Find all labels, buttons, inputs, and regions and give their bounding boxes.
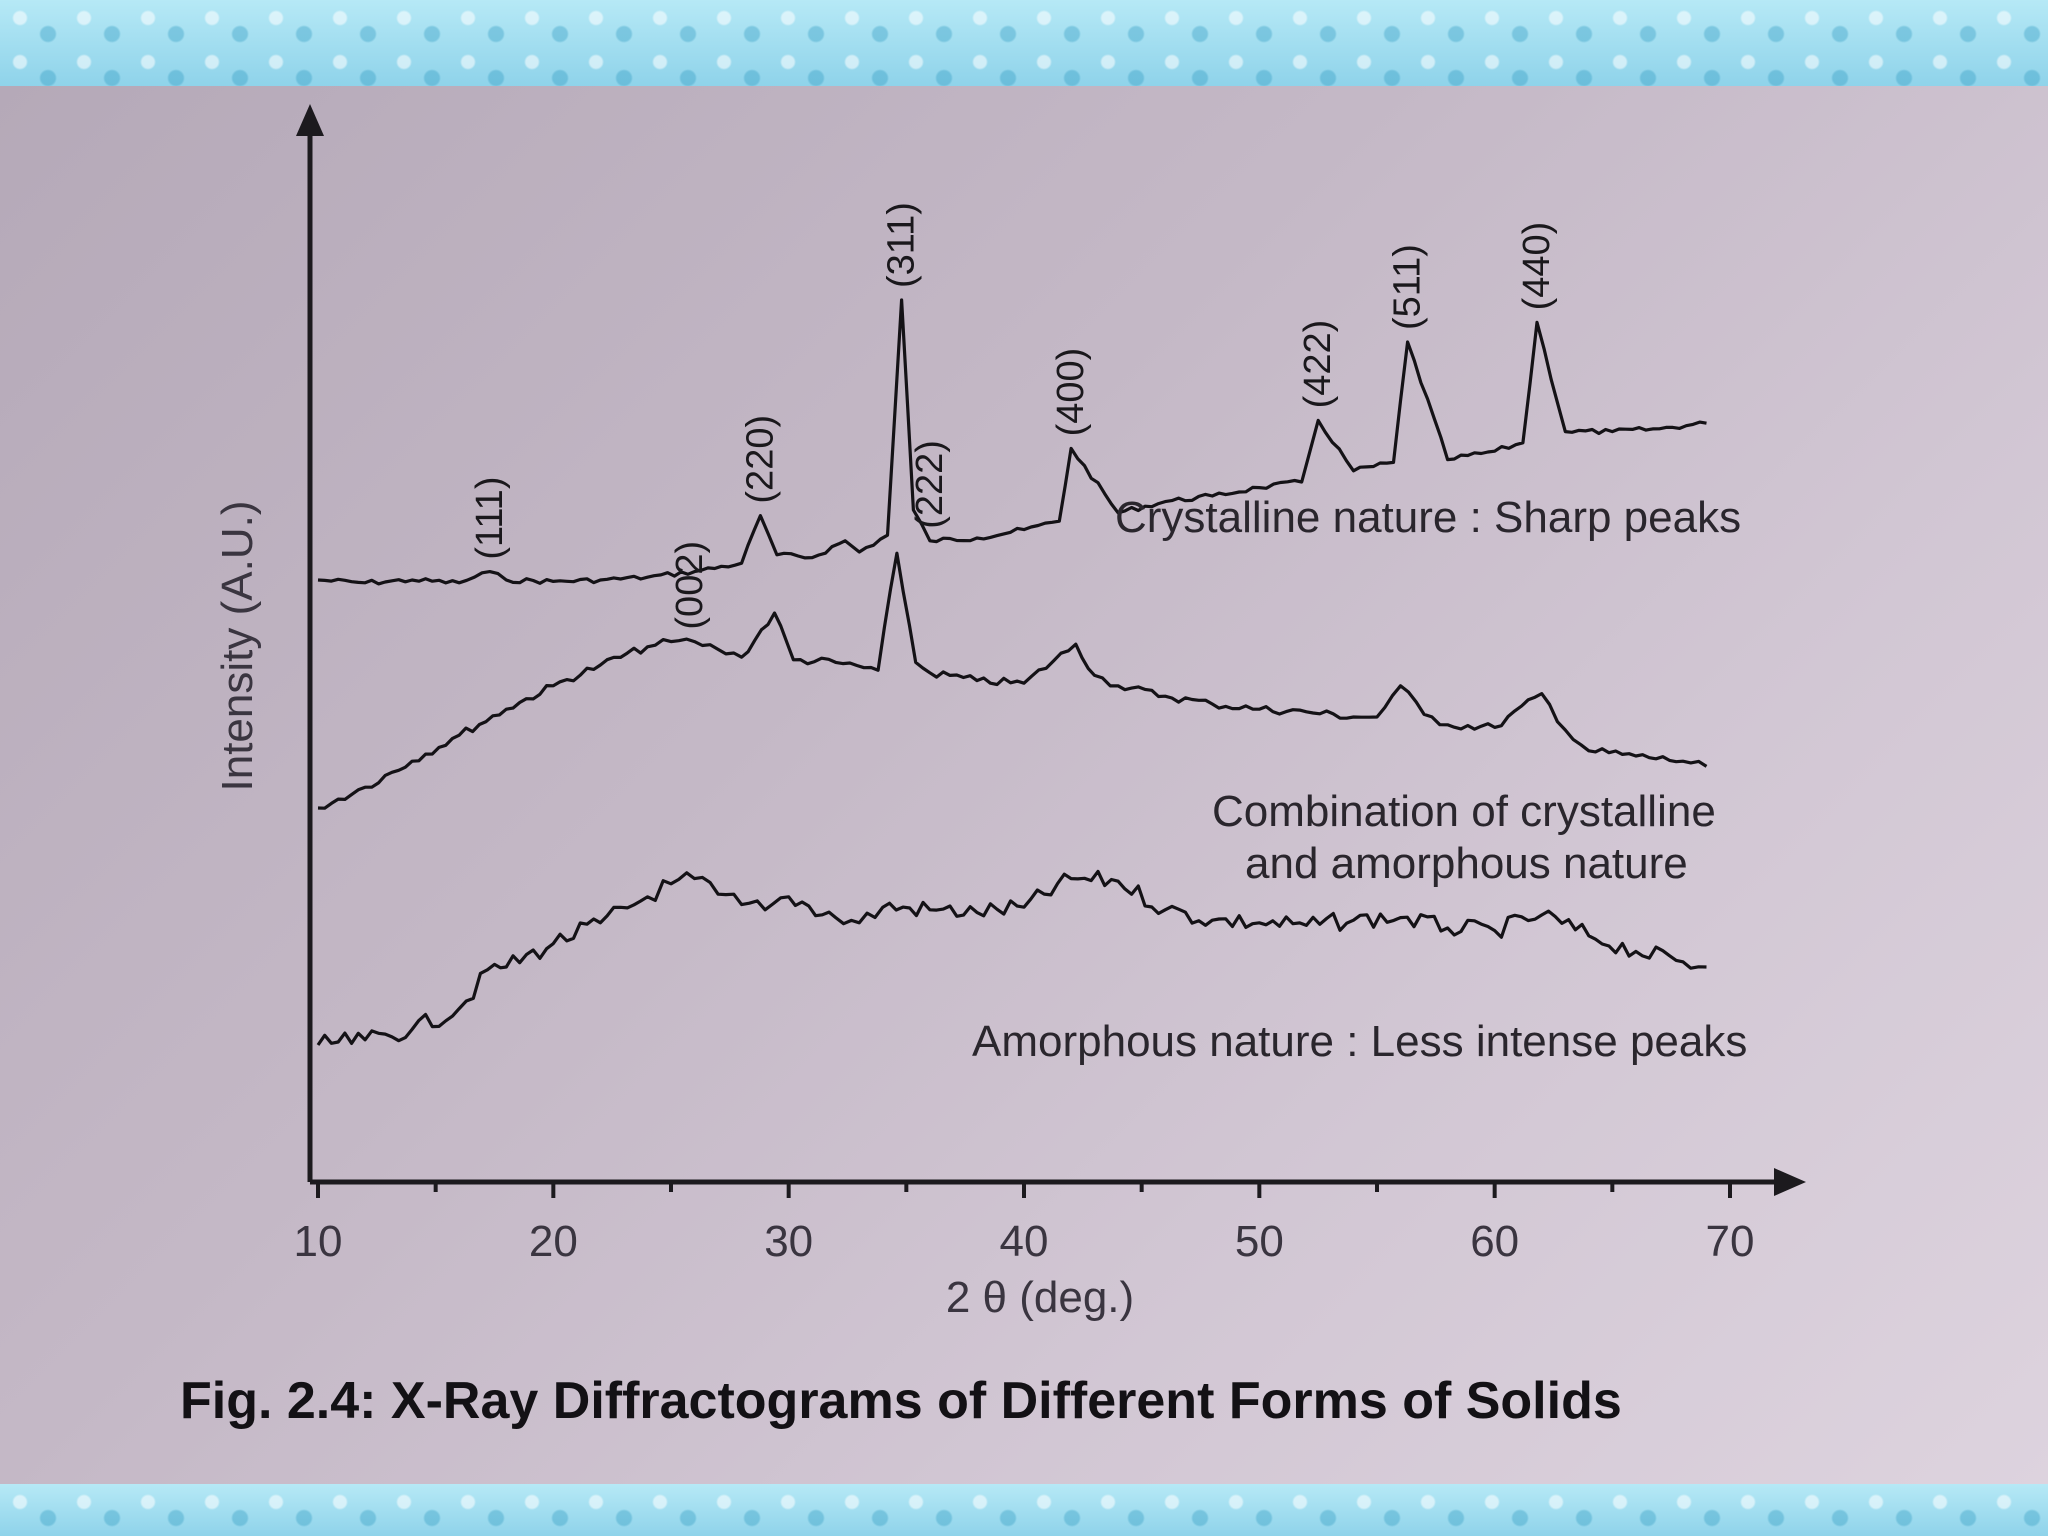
- x-tick-label: 20: [529, 1217, 578, 1266]
- x-axis-ticks: [316, 1182, 1732, 1198]
- x-axis-arrowhead: [1774, 1168, 1806, 1196]
- annotation-combination-line-1: Combination of crystalline: [1212, 787, 1716, 836]
- peak-label: (311): [881, 202, 923, 288]
- diffractogram-traces: [316, 298, 1708, 1046]
- x-tick-label: 30: [764, 1217, 813, 1266]
- annotation-combination-line-2: and amorphous nature: [1245, 839, 1688, 888]
- x-tick-label: 10: [294, 1217, 343, 1266]
- x-tick-label: 40: [1000, 1217, 1049, 1266]
- x-tick-label: 70: [1706, 1217, 1755, 1266]
- y-axis-arrowhead: [296, 104, 324, 136]
- x-tick-label: 60: [1470, 1217, 1519, 1266]
- chart-photo: 10 20 30 40 50 60 70 (111) (220) (311) (222) (400)…: [0, 86, 2048, 1484]
- peak-label: (220): [739, 415, 781, 504]
- peak-label: (111): [469, 477, 511, 560]
- series-line-2: [317, 551, 1708, 810]
- peak-label: (511): [1387, 244, 1429, 330]
- x-axis-label: 2 θ (deg.): [946, 1273, 1134, 1322]
- x-axis-tick-labels: 10 20 30 40 50 60 70: [294, 1217, 1755, 1266]
- x-tick-label: 50: [1235, 1217, 1284, 1266]
- peak-label: (440): [1516, 222, 1558, 311]
- peak-label: (422): [1297, 320, 1339, 409]
- peak-label: (002): [669, 541, 711, 630]
- miller-index-labels: (111) (220) (311) (222) (400) (422) (511) (440)…: [469, 202, 1558, 629]
- series-line-1: [317, 298, 1707, 586]
- peak-label: (400): [1050, 348, 1092, 437]
- figure-caption: Fig. 2.4: X-Ray Diffractograms of Differ…: [180, 1372, 1622, 1430]
- decorative-top-border: [0, 0, 2048, 86]
- annotation-combination: Combination of crystalline and amorphous…: [1212, 787, 1728, 888]
- y-axis-label: Intensity (A.U.): [213, 501, 262, 792]
- peak-label: (222): [909, 440, 951, 529]
- annotation-amorphous: Amorphous nature : Less intense peaks: [972, 1017, 1747, 1066]
- decorative-bottom-border: [0, 1484, 2048, 1536]
- annotation-crystalline: Crystalline nature : Sharp peaks: [1115, 493, 1741, 542]
- series-line-3: [316, 869, 1707, 1046]
- xrd-chart: 10 20 30 40 50 60 70 (111) (220) (311) (222) (400)…: [180, 104, 1806, 1430]
